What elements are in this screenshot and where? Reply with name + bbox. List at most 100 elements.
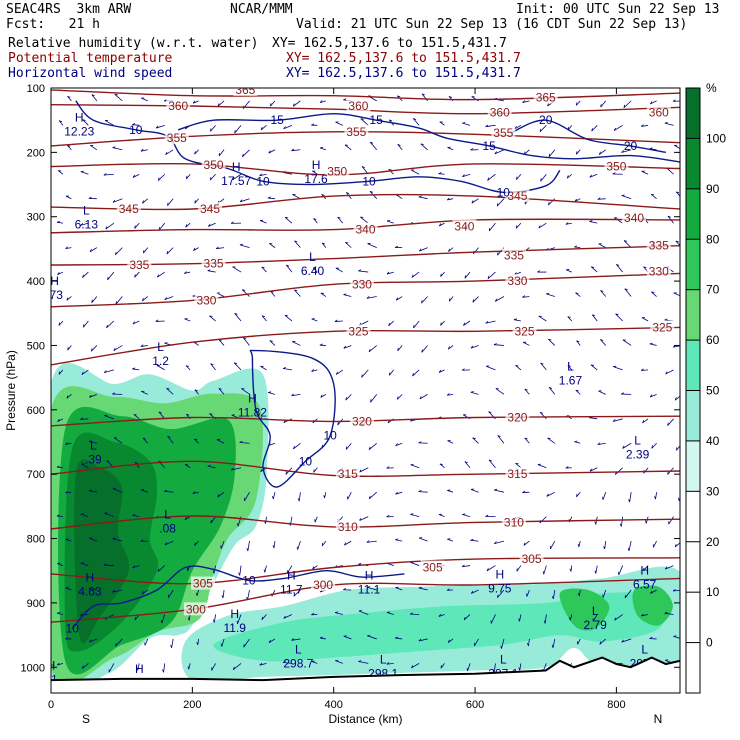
- wind-arrow-head: [294, 289, 298, 292]
- theta-contour-355: [51, 131, 680, 147]
- wind-arrow: [623, 100, 632, 109]
- wind-arrow-head: [497, 252, 499, 256]
- valid-time: Valid: 21 UTC Sun 22 Sep 13 (16 CDT Sun …: [296, 17, 688, 32]
- wind-arrow-head: [448, 298, 451, 302]
- theta-label-bg: [519, 552, 544, 566]
- wind-arrow: [665, 565, 674, 570]
- wind-arrow: [395, 442, 403, 447]
- theta-contour-label: 340: [355, 223, 375, 237]
- wind-arrow: [674, 144, 680, 150]
- wind-arrow-head: [58, 322, 61, 326]
- wind-arrow-head: [645, 520, 647, 524]
- wind-arrow-head: [246, 548, 249, 552]
- extremum-value: 6.13: [75, 218, 99, 232]
- wind-arrow: [360, 216, 369, 224]
- wind-arrow-head: [664, 611, 668, 614]
- wind-arrow-head: [613, 365, 617, 368]
- wind-arrow: [462, 173, 471, 178]
- wind-arrow-head: [291, 638, 295, 641]
- wind-arrow: [552, 589, 556, 599]
- wind-arrow: [396, 194, 403, 200]
- wind-arrow: [324, 492, 327, 499]
- wind-arrow-head: [297, 498, 300, 502]
- wind-arrow-head: [413, 118, 417, 120]
- wind-arrow-head: [132, 514, 136, 516]
- colorbar-swatch: [686, 188, 700, 240]
- wind-arrow-head: [112, 199, 116, 203]
- wind-arrow: [80, 614, 89, 616]
- wind-arrow-head: [518, 618, 520, 622]
- x-tick-label: 200: [183, 699, 201, 711]
- wind-arrow-head: [209, 177, 212, 181]
- wind-arrow: [184, 318, 191, 322]
- wind-arrow-head: [369, 190, 373, 193]
- wind-arrow-head: [600, 339, 604, 341]
- wind-arrow: [598, 243, 606, 248]
- wind-arrow: [575, 390, 581, 395]
- theta-label-bg: [646, 264, 671, 278]
- wind-arrow-head: [334, 319, 338, 322]
- extremum-value: 2.79: [584, 618, 608, 632]
- theta-contour-label: 330: [352, 277, 372, 291]
- wind-arrow: [269, 243, 276, 248]
- theta-label-bg: [622, 211, 647, 225]
- wind-arrow: [600, 100, 607, 108]
- wind-arrow: [358, 610, 369, 615]
- wind-arrow: [488, 222, 496, 232]
- theta-label-bg: [198, 202, 223, 215]
- wind-arrow: [449, 296, 454, 302]
- theta-label-bg: [491, 126, 516, 140]
- x-tick-label: 0: [48, 699, 54, 711]
- wind-arrow: [567, 316, 573, 322]
- y-tick-label: 100: [27, 83, 45, 95]
- wind-arrow: [438, 614, 445, 617]
- wind-arrow: [613, 124, 623, 131]
- wind-arrow: [439, 463, 445, 469]
- wind-arrow: [485, 320, 496, 324]
- wind-arrow: [291, 393, 301, 397]
- wind-arrow: [343, 345, 352, 349]
- wind-arrow-head: [589, 220, 593, 222]
- wind-arrow-head: [413, 325, 415, 329]
- wind-arrow: [88, 588, 97, 591]
- wind-arrow-head: [237, 523, 239, 527]
- wind-arrow: [395, 491, 403, 495]
- wind-arrow-head: [218, 387, 222, 390]
- extremum-marker: L: [634, 433, 641, 447]
- extremum-value: 6.40: [301, 264, 325, 278]
- wind-arrow-head: [239, 440, 243, 443]
- wind-arrow-head: [462, 174, 465, 178]
- wind-arrow: [267, 197, 275, 200]
- wind-arrow-head: [546, 493, 549, 497]
- wind-arrow: [612, 418, 623, 422]
- theta-label-bg: [346, 99, 371, 113]
- wind-arrow: [464, 461, 471, 468]
- wind-contour-label: 20: [539, 113, 553, 127]
- wind-arrow-head: [57, 418, 60, 422]
- wind-arrow-head: [160, 619, 163, 624]
- wind-arrow-head: [82, 324, 85, 328]
- wind-arrow: [80, 562, 89, 566]
- wind-arrow: [528, 638, 530, 646]
- wind-arrow-head: [210, 128, 212, 132]
- wind-arrow: [143, 247, 149, 254]
- extremum-value: 11.1: [358, 583, 381, 597]
- wind-arrow-head: [370, 399, 372, 403]
- wind-arrow: [397, 394, 403, 400]
- wind-arrow-head: [260, 468, 263, 472]
- colorbar-swatch: [686, 541, 700, 593]
- wind-arrow: [493, 344, 504, 346]
- wind-arrow: [88, 490, 97, 493]
- wind-arrow-head: [664, 318, 668, 321]
- wind-arrow-head: [293, 445, 295, 450]
- wind-arrow: [604, 541, 607, 550]
- theta-contour-label: 315: [338, 467, 358, 481]
- wind-arrow: [83, 320, 89, 328]
- wind-arrow-head: [366, 296, 370, 299]
- wind-arrow-head: [397, 347, 399, 351]
- wind-arrow: [231, 467, 242, 471]
- wind-arrow-head: [239, 243, 243, 246]
- theta-contour-label: 305: [193, 577, 213, 591]
- colorbar-swatch: [686, 440, 700, 492]
